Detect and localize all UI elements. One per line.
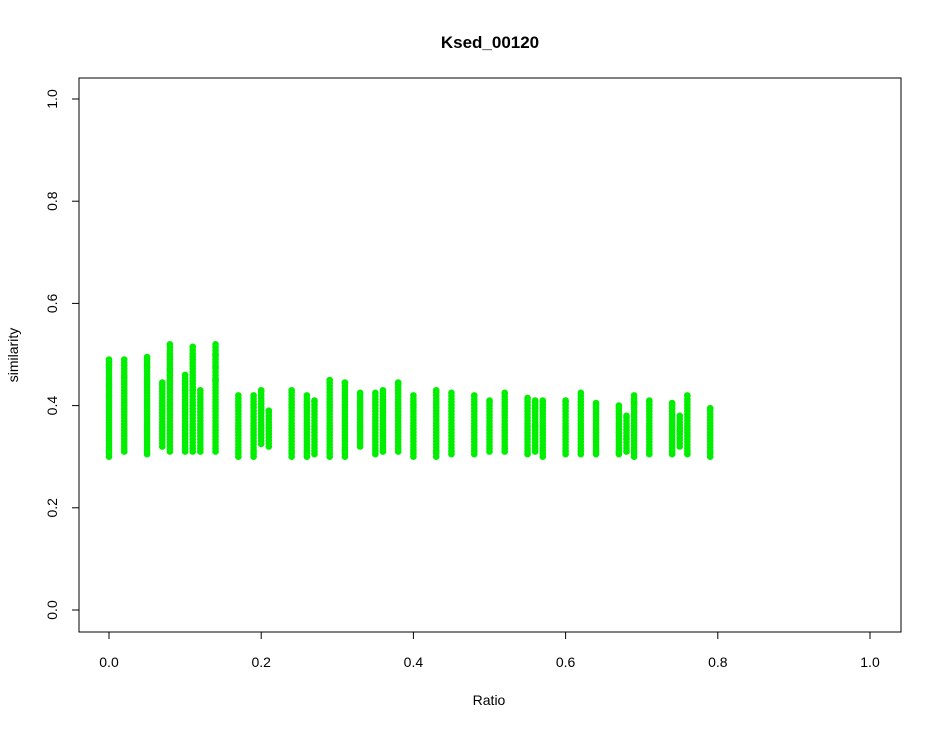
data-point xyxy=(486,397,493,404)
y-tick-label: 1.0 xyxy=(44,89,60,109)
data-point xyxy=(181,371,189,379)
x-axis-title: Ratio xyxy=(473,692,506,708)
data-point xyxy=(105,392,113,399)
data-point xyxy=(630,392,638,399)
x-tick-label: 0.8 xyxy=(708,654,728,670)
data-point xyxy=(615,402,623,409)
y-tick-label: 0.2 xyxy=(44,498,60,518)
data-point xyxy=(341,379,349,386)
y-tick-label: 0.8 xyxy=(44,191,60,211)
data-point xyxy=(212,363,219,371)
y-tick-label: 0.4 xyxy=(44,396,60,416)
data-point xyxy=(197,386,204,394)
data-point xyxy=(676,427,684,435)
data-point xyxy=(592,399,600,407)
data-point xyxy=(166,371,174,379)
chart-title: Ksed_00120 xyxy=(441,33,539,52)
x-tick-label: 1.0 xyxy=(860,654,880,670)
data-point xyxy=(668,399,676,407)
data-point xyxy=(189,386,197,394)
data-points xyxy=(105,340,714,461)
data-point xyxy=(311,397,318,404)
data-point xyxy=(524,394,531,402)
data-point xyxy=(250,392,257,399)
data-point xyxy=(303,392,311,399)
data-point xyxy=(623,412,630,420)
data-point xyxy=(356,389,364,397)
data-point xyxy=(158,379,166,386)
data-point xyxy=(470,392,478,399)
data-point xyxy=(120,374,128,381)
data-point xyxy=(212,376,219,384)
data-point xyxy=(143,363,151,371)
data-point xyxy=(257,386,265,394)
x-tick-label: 0.0 xyxy=(99,654,119,670)
data-point xyxy=(539,397,547,404)
x-axis: 0.0 0.2 0.4 0.6 0.8 1.0 xyxy=(99,631,880,670)
data-point xyxy=(432,386,440,394)
data-point xyxy=(212,340,219,348)
y-axis: 0.0 0.2 0.4 0.6 0.8 1.0 xyxy=(44,89,80,620)
data-point xyxy=(120,356,128,363)
x-tick-label: 0.2 xyxy=(251,654,271,670)
data-point xyxy=(181,386,189,394)
data-point xyxy=(531,397,539,404)
data-point xyxy=(531,404,539,412)
data-point xyxy=(577,389,585,397)
data-point xyxy=(410,392,417,399)
data-point xyxy=(105,356,113,363)
data-point xyxy=(562,397,569,404)
data-point xyxy=(265,407,273,415)
data-point xyxy=(189,343,197,351)
data-point xyxy=(394,379,402,386)
data-point xyxy=(676,412,684,420)
data-point xyxy=(531,422,539,430)
plot-frame xyxy=(78,77,902,633)
data-point xyxy=(448,389,455,397)
x-tick-label: 0.6 xyxy=(556,654,576,670)
data-point xyxy=(212,351,219,358)
data-point xyxy=(706,404,714,412)
data-point xyxy=(166,366,174,374)
data-point xyxy=(630,399,638,407)
data-point xyxy=(105,381,113,389)
data-point xyxy=(105,361,113,369)
data-point xyxy=(372,389,379,397)
data-point xyxy=(379,386,387,394)
data-point xyxy=(143,353,151,361)
data-point xyxy=(288,386,295,394)
data-point xyxy=(684,392,691,399)
y-tick-label: 0.6 xyxy=(44,293,60,313)
data-point xyxy=(501,389,509,397)
data-point xyxy=(166,340,174,348)
x-tick-label: 0.4 xyxy=(404,654,424,670)
data-point xyxy=(235,392,242,399)
data-point xyxy=(646,397,653,404)
y-tick-label: 0.0 xyxy=(44,600,60,620)
y-axis-title: similarity xyxy=(5,328,21,382)
data-point xyxy=(326,376,333,384)
data-point xyxy=(623,435,630,443)
